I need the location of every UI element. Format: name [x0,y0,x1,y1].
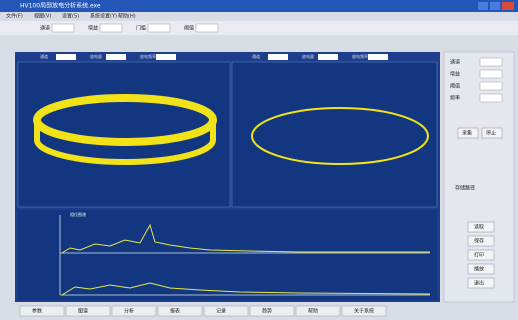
tab-label: 报表 [170,308,180,315]
tab[interactable] [203,305,249,317]
toolbar-field[interactable] [147,23,171,33]
button-label: 停止 [486,130,496,137]
button[interactable] [467,235,495,247]
maximize[interactable] [490,2,500,10]
toolbar-label: 门槛 [136,25,146,32]
toolbar-bg [0,21,518,35]
menu-item[interactable]: 设置(S) [62,13,79,20]
button-label: 保存 [474,238,484,245]
menu-item[interactable]: 系统设置(Y) [90,13,117,20]
spectrum-trace [61,223,430,254]
toolbar-field[interactable] [99,23,123,33]
tab-label: 关于系统 [354,308,374,315]
field-input[interactable] [479,57,503,67]
menu-item[interactable]: 文件(F) [6,13,23,20]
field-label: 阈值 [450,83,460,90]
field-label: 频率 [450,95,460,102]
menu-item[interactable]: 帮助(H) [118,13,136,20]
minimize[interactable] [478,2,488,10]
tab-label: 趋势 [262,308,272,315]
info-label: 通道 [252,53,260,59]
info-field [156,54,176,60]
button[interactable] [467,263,495,275]
info-label: 放电量 [302,53,314,59]
tab[interactable] [157,305,203,317]
tab-label: 图谱 [78,308,88,315]
tab-label: 参数 [32,308,42,315]
spectrum-trace [61,282,431,296]
tab-bar: 参数 图谱 分析 报表 记录 趋势 帮助 关于系统 [19,305,387,317]
info-field [268,54,288,60]
info-label: 放电频率 [352,53,368,59]
button[interactable] [467,249,495,261]
side-panel [443,51,515,303]
field-input[interactable] [479,69,503,79]
info-label: 通道 [40,53,48,59]
button-label: 播放 [474,266,484,273]
toolbar-label: 阈值 [184,25,194,32]
tab[interactable] [65,305,111,317]
toolbar-field[interactable] [195,23,219,33]
info-label: 放电频率 [140,53,156,59]
tab-label: 记录 [216,308,226,315]
title-bar [0,0,518,12]
ring-side [34,120,216,165]
spectrum-area [18,210,437,300]
info-label: 放电量 [90,53,102,59]
field-input[interactable] [479,81,503,91]
section-label: 存储路径 [455,185,475,192]
button[interactable] [481,127,503,139]
toolbar: 通道 增益 门槛 阈值 [0,21,518,35]
tab[interactable] [295,305,341,317]
button-label: 退出 [474,280,484,287]
button-label: 打印 [474,252,484,259]
ring-edge [210,120,215,142]
tab[interactable] [19,305,65,317]
right-scope [231,61,438,208]
field-label: 通道 [450,59,460,66]
menu-item[interactable]: 视图(V) [34,13,51,20]
info-field [318,54,338,60]
info-field [56,54,76,60]
button[interactable] [467,277,495,289]
field-input[interactable] [479,93,503,103]
menu-bar: 文件(F) 视图(V) 设置(S) 系统设置(Y) 帮助(H) [6,13,136,20]
close[interactable] [502,2,514,10]
button[interactable] [467,221,495,233]
spectrum-label: 相位图谱 [70,211,86,217]
tab[interactable] [249,305,295,317]
button[interactable] [457,127,479,139]
toolbar-label: 增益 [88,25,98,32]
tab-label: 帮助 [308,308,318,315]
toolbar-field[interactable] [51,23,75,33]
button-label: 读取 [474,224,484,231]
button-label: 采集 [462,130,472,137]
tab-label: 分析 [124,308,134,315]
field-label: 增益 [450,71,460,78]
window-title: HV100局部放电分析系统.exe [20,2,101,10]
tab[interactable] [341,305,387,317]
tab[interactable] [111,305,157,317]
info-field [106,54,126,60]
toolbar-label: 通道 [40,25,50,32]
info-field [368,54,388,60]
ellipse-trace [251,107,429,165]
ring-edge [35,120,40,142]
